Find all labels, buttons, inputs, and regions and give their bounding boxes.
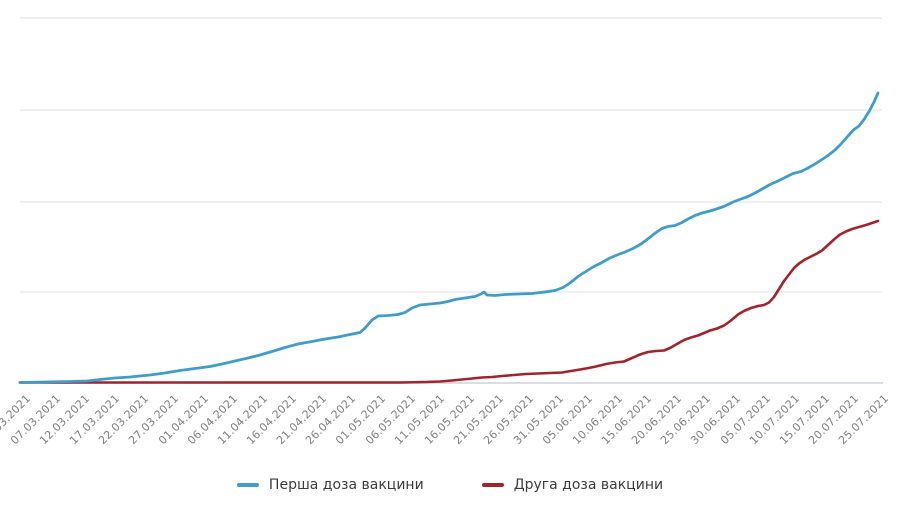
chart-legend: Перша доза вакцини Друга доза вакцини (0, 477, 900, 493)
series-line-2 (18, 219, 880, 384)
chart-plot-area: 02.03.2021 07.03.2021 12.03.2021 17.03.2021… (0, 17, 891, 447)
legend-item-1[interactable]: Перша доза вакцини (236, 477, 424, 493)
legend-label: Друга доза вакцини (513, 477, 664, 493)
series-line-1 (18, 91, 880, 384)
legend-line-marker-icon (481, 483, 504, 487)
plot-canvas (18, 17, 883, 384)
legend-label: Перша доза вакцини (268, 477, 424, 493)
legend-item-2[interactable]: Друга доза вакцини (481, 477, 664, 493)
legend-line-marker-icon (236, 483, 259, 487)
